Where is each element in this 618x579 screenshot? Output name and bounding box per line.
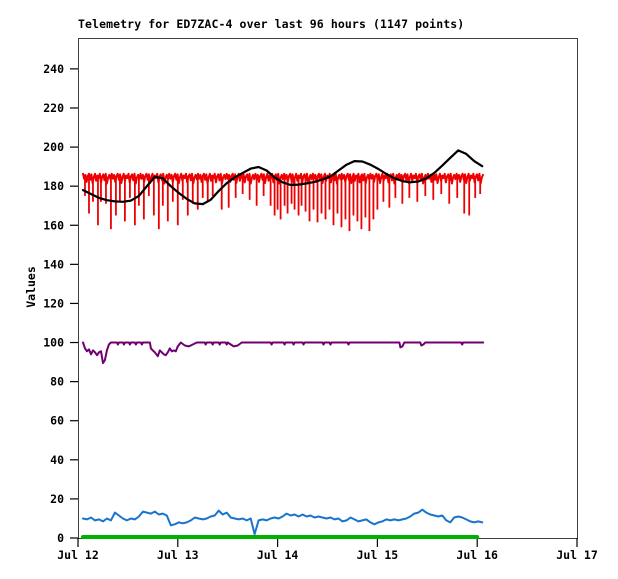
x-tick-label: Jul 13 xyxy=(157,548,199,562)
y-tick-label: 40 xyxy=(50,453,64,467)
y-tick-label: 220 xyxy=(43,101,64,115)
series-purple xyxy=(82,341,485,365)
y-tick-label: 0 xyxy=(57,531,64,545)
y-tick-label: 180 xyxy=(43,179,64,193)
y-tick-label: 20 xyxy=(50,492,64,506)
y-axis-label: Values xyxy=(24,266,38,308)
chart-title: Telemetry for ED7ZAC-4 over last 96 hour… xyxy=(78,17,465,31)
x-tick-label: Jul 12 xyxy=(57,548,99,562)
plot-border xyxy=(78,38,578,539)
y-tick-label: 200 xyxy=(43,140,64,154)
series-blue xyxy=(82,508,484,536)
y-tick-label: 100 xyxy=(43,336,64,350)
x-tick-label: Jul 14 xyxy=(257,548,299,562)
y-tick-label: 80 xyxy=(50,375,64,389)
x-tick-label: Jul 17 xyxy=(556,548,598,562)
y-tick-label: 60 xyxy=(50,414,64,428)
y-tick-label: 120 xyxy=(43,296,64,310)
y-tick-label: 240 xyxy=(43,62,64,76)
x-tick-label: Jul 15 xyxy=(357,548,399,562)
x-tick-label: Jul 16 xyxy=(456,548,498,562)
series-black xyxy=(81,149,484,206)
y-tick-label: 140 xyxy=(43,257,64,271)
y-tick-label: 160 xyxy=(43,218,64,232)
